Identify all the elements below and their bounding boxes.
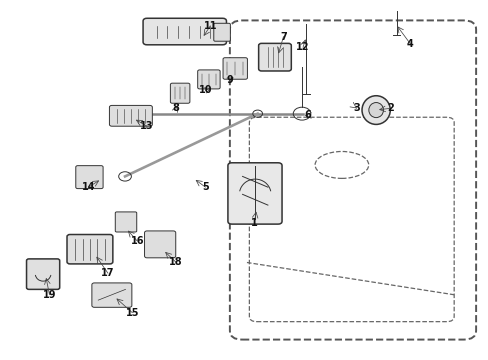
Ellipse shape [368,103,383,118]
FancyBboxPatch shape [67,234,113,264]
FancyBboxPatch shape [197,70,220,89]
Text: 6: 6 [304,111,311,121]
FancyBboxPatch shape [92,283,132,307]
Text: 7: 7 [280,32,286,41]
Text: 13: 13 [140,121,153,131]
Text: 5: 5 [202,182,208,192]
Ellipse shape [361,96,389,125]
FancyBboxPatch shape [223,58,247,79]
Text: 14: 14 [81,182,95,192]
FancyBboxPatch shape [213,23,230,41]
Text: 3: 3 [352,103,359,113]
FancyBboxPatch shape [143,18,226,45]
FancyBboxPatch shape [170,83,189,103]
Text: 18: 18 [169,257,183,267]
Text: 12: 12 [296,42,309,52]
Text: 19: 19 [42,290,56,300]
Text: 1: 1 [250,218,257,228]
Text: 15: 15 [125,308,139,318]
Text: 11: 11 [203,21,217,31]
FancyBboxPatch shape [26,259,60,289]
FancyBboxPatch shape [76,166,103,189]
FancyBboxPatch shape [227,163,282,224]
Text: 17: 17 [101,268,115,278]
Text: 10: 10 [198,85,212,95]
Text: 16: 16 [130,236,143,246]
Text: 4: 4 [406,39,413,49]
FancyBboxPatch shape [109,105,152,126]
FancyBboxPatch shape [144,231,175,258]
Text: 9: 9 [226,75,233,85]
Text: 2: 2 [386,103,393,113]
FancyBboxPatch shape [115,212,137,232]
FancyBboxPatch shape [258,43,291,71]
Text: 8: 8 [172,103,179,113]
